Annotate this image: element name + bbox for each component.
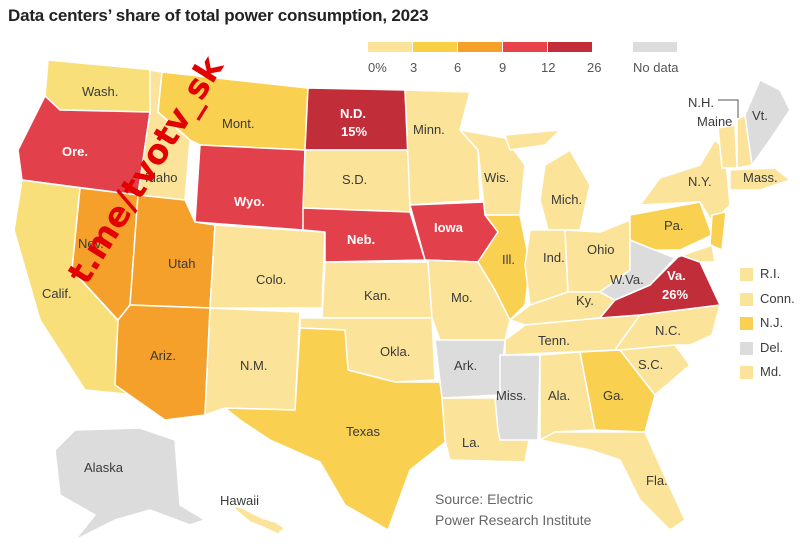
label-mont: Mont. xyxy=(222,116,255,131)
label-ill: Ill. xyxy=(502,252,515,267)
label-hawaii: Hawaii xyxy=(220,493,259,508)
small-state-label: Md. xyxy=(760,364,782,379)
state-nj[interactable] xyxy=(709,211,727,251)
small-state-swatch xyxy=(740,268,753,281)
label-ariz: Ariz. xyxy=(150,348,176,363)
label-nev: Nev. xyxy=(78,236,104,251)
label-iowa: Iowa xyxy=(434,220,464,235)
label-ohio: Ohio xyxy=(587,242,614,257)
legend-tick-5: 26 xyxy=(587,60,602,75)
label-la: La. xyxy=(462,435,480,450)
legend-swatch-4 xyxy=(548,42,592,52)
label-vt: Maine xyxy=(697,114,732,129)
source-note: Source: Electric Power Research Institut… xyxy=(435,489,591,531)
legend-no-data-label: No data xyxy=(633,60,679,75)
state-mich[interactable] xyxy=(504,129,591,231)
label-sc: S.C. xyxy=(638,357,663,372)
label-ny: N.Y. xyxy=(688,174,712,189)
page-title: Data centers’ share of total power consu… xyxy=(8,6,429,25)
source-line-2: Power Research Institute xyxy=(435,512,592,528)
legend-tick-2: 6 xyxy=(454,60,462,75)
label-kan: Kan. xyxy=(364,288,391,303)
label-ark: Ark. xyxy=(454,358,477,373)
label-va-value: 26% xyxy=(662,287,688,302)
label-nh: N.H. xyxy=(688,95,714,110)
small-state-swatch xyxy=(740,366,753,379)
label-wyo: Wyo. xyxy=(234,194,265,209)
label-ky: Ky. xyxy=(576,293,594,308)
color-legend: 0% 3 6 9 12 26 No data xyxy=(368,42,688,82)
label-nd-value: 15% xyxy=(341,124,367,139)
label-wash: Wash. xyxy=(82,84,118,99)
state-hawaii[interactable] xyxy=(231,504,286,535)
label-ore: Ore. xyxy=(62,144,88,159)
legend-swatch-0 xyxy=(368,42,412,52)
label-miss: Miss. xyxy=(496,388,526,403)
label-tenn: Tenn. xyxy=(538,333,570,348)
label-va: Va. xyxy=(667,268,686,283)
label-maine: Vt. xyxy=(752,108,768,123)
label-colo: Colo. xyxy=(256,272,286,287)
label-nc: N.C. xyxy=(655,323,681,338)
state-maine[interactable] xyxy=(744,79,791,166)
legend-tick-0: 0% xyxy=(368,60,387,75)
label-nd: N.D. xyxy=(340,106,366,121)
legend-tick-3: 9 xyxy=(499,60,507,75)
legend-tick-4: 12 xyxy=(541,60,556,75)
source-line-1: Source: Electric xyxy=(435,491,534,507)
legend-swatch-3 xyxy=(503,42,547,52)
label-ga: Ga. xyxy=(603,388,624,403)
label-minn: Minn. xyxy=(413,122,445,137)
label-texas: Texas xyxy=(346,424,380,439)
label-okla: Okla. xyxy=(380,344,410,359)
state-texas[interactable] xyxy=(224,327,449,531)
nh-vt-leader-line xyxy=(718,99,739,118)
label-mo: Mo. xyxy=(451,290,473,305)
small-state-swatch xyxy=(740,292,753,306)
state-vt[interactable] xyxy=(717,124,738,169)
label-utah: Utah xyxy=(168,256,195,271)
state-ala[interactable] xyxy=(539,351,596,441)
legend-swatch-1 xyxy=(413,42,457,52)
label-alaska: Alaska xyxy=(84,460,124,475)
state-mass[interactable] xyxy=(729,167,791,191)
small-state-label: Del. xyxy=(760,339,784,355)
label-wis: Wis. xyxy=(484,170,509,185)
legend-tick-1: 3 xyxy=(410,60,418,75)
state-md[interactable] xyxy=(674,244,716,263)
label-nm: N.M. xyxy=(240,358,267,373)
state-fla[interactable] xyxy=(539,431,686,531)
label-wva: W.Va. xyxy=(610,272,644,287)
label-fla: Fla. xyxy=(646,473,668,488)
state-colo[interactable] xyxy=(209,224,326,309)
small-state-swatch xyxy=(740,341,753,355)
label-ind: Ind. xyxy=(543,250,565,265)
legend-no-data-swatch xyxy=(633,42,677,52)
legend-swatch-2 xyxy=(458,42,502,52)
label-pa: Pa. xyxy=(664,218,684,233)
label-calif: Calif. xyxy=(42,286,72,301)
state-alaska[interactable] xyxy=(54,427,206,541)
small-state-label: Conn. xyxy=(760,290,795,306)
label-neb: Neb. xyxy=(347,232,375,247)
small-state-label: N.J. xyxy=(760,315,784,330)
state-wyo[interactable] xyxy=(194,144,306,231)
label-mass: Mass. xyxy=(743,170,778,185)
label-mich: Mich. xyxy=(551,192,582,207)
label-sd: S.D. xyxy=(342,172,367,187)
state-ga[interactable] xyxy=(579,349,656,433)
label-idaho: Idaho xyxy=(145,170,178,185)
small-state-swatch xyxy=(740,317,753,330)
state-minn[interactable] xyxy=(404,89,481,206)
label-ala: Ala. xyxy=(548,388,570,403)
small-state-label: R.I. xyxy=(760,266,781,281)
state-wva[interactable] xyxy=(599,239,676,301)
